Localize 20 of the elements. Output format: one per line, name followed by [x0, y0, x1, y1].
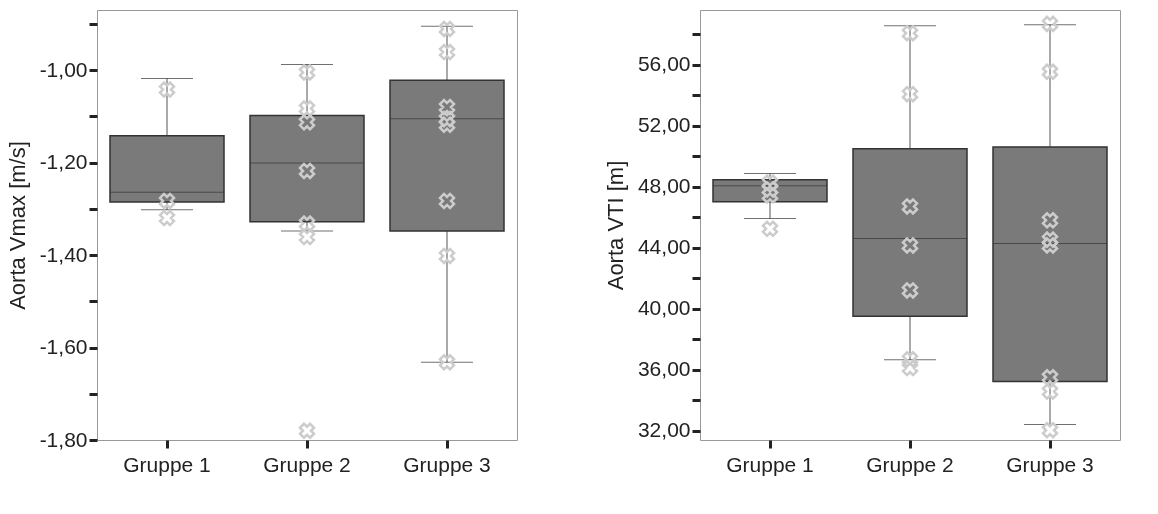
y-tick-label: -1,40	[39, 242, 88, 266]
x-tick-label: Gruppe 2	[866, 452, 954, 476]
y-tick-label: 48,00	[637, 174, 691, 198]
y-tick-label: -1,80	[39, 427, 88, 451]
x-tick-label: Gruppe 3	[403, 452, 491, 476]
y-tick-label: -1,00	[39, 57, 88, 81]
y-tick-label: -1,20	[39, 150, 88, 174]
y-tick-label: -1,60	[39, 335, 88, 359]
y-tick-label: 56,00	[637, 52, 691, 76]
x-tick-label: Gruppe 2	[263, 452, 351, 476]
y-tick-label: 52,00	[637, 113, 691, 137]
y-tick-label: 44,00	[637, 235, 691, 259]
y-tick-label: 40,00	[637, 296, 691, 320]
y-axis-title: Aorta Vmax [m/s]	[4, 141, 30, 310]
y-tick-label: 36,00	[637, 357, 691, 381]
x-tick-label: Gruppe 3	[1006, 452, 1094, 476]
y-tick-label: 32,00	[637, 418, 691, 442]
x-tick-label: Gruppe 1	[123, 452, 211, 476]
y-axis-title: Aorta VTI [m]	[602, 160, 628, 291]
x-tick-label: Gruppe 1	[726, 452, 814, 476]
